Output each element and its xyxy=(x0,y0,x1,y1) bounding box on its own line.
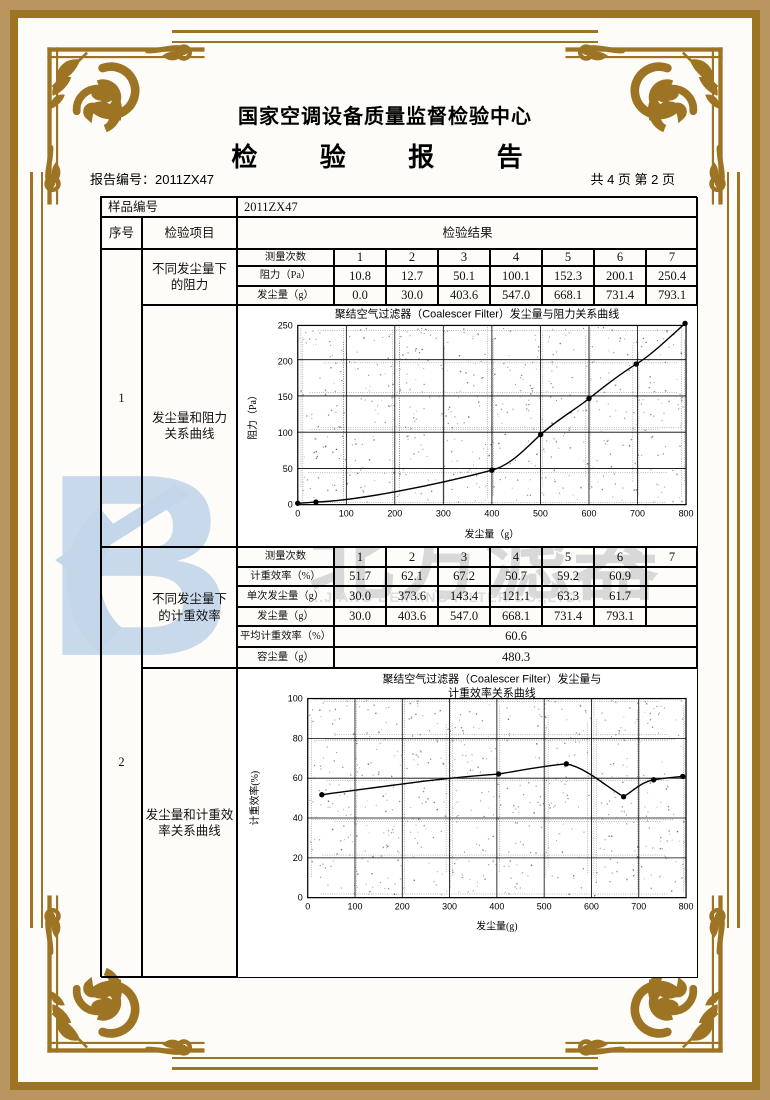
svg-text:100: 100 xyxy=(339,509,354,519)
svg-text:400: 400 xyxy=(484,509,499,519)
svg-text:700: 700 xyxy=(630,509,645,519)
svg-text:100: 100 xyxy=(288,694,303,704)
svg-text:600: 600 xyxy=(584,902,599,912)
svg-text:50: 50 xyxy=(283,464,293,474)
svg-text:聚结空气过滤器（Coalescer Filter）发尘量与阻: 聚结空气过滤器（Coalescer Filter）发尘量与阻力关系曲线 xyxy=(335,306,619,320)
svg-text:0: 0 xyxy=(288,500,293,510)
svg-text:200: 200 xyxy=(395,902,410,912)
svg-text:0: 0 xyxy=(305,902,310,912)
svg-text:500: 500 xyxy=(537,902,552,912)
svg-text:40: 40 xyxy=(293,813,303,823)
svg-text:聚结空气过滤器（Coalescer Filter）发尘量与: 聚结空气过滤器（Coalescer Filter）发尘量与 xyxy=(383,672,602,686)
svg-text:20: 20 xyxy=(293,853,303,863)
svg-text:80: 80 xyxy=(293,733,303,743)
svg-text:600: 600 xyxy=(581,509,596,519)
svg-text:0: 0 xyxy=(298,893,303,903)
svg-text:计重效率关系曲线: 计重效率关系曲线 xyxy=(448,686,536,700)
svg-text:700: 700 xyxy=(631,902,646,912)
svg-text:100: 100 xyxy=(348,902,363,912)
svg-text:500: 500 xyxy=(533,509,548,519)
svg-text:200: 200 xyxy=(387,509,402,519)
svg-text:300: 300 xyxy=(442,902,457,912)
svg-text:0: 0 xyxy=(295,509,300,519)
svg-text:发尘量（g）: 发尘量（g） xyxy=(465,528,520,541)
svg-text:200: 200 xyxy=(278,356,293,366)
svg-text:800: 800 xyxy=(679,509,694,519)
svg-text:300: 300 xyxy=(436,509,451,519)
svg-text:400: 400 xyxy=(489,902,504,912)
svg-text:阻力（Pa）: 阻力（Pa） xyxy=(246,390,259,440)
svg-text:100: 100 xyxy=(278,428,293,438)
svg-text:计重效率(%): 计重效率(%) xyxy=(248,771,261,826)
svg-text:60: 60 xyxy=(293,773,303,783)
svg-text:250: 250 xyxy=(278,320,293,330)
svg-text:800: 800 xyxy=(679,902,694,912)
svg-text:150: 150 xyxy=(278,392,293,402)
svg-text:发尘量(g): 发尘量(g) xyxy=(476,920,517,933)
